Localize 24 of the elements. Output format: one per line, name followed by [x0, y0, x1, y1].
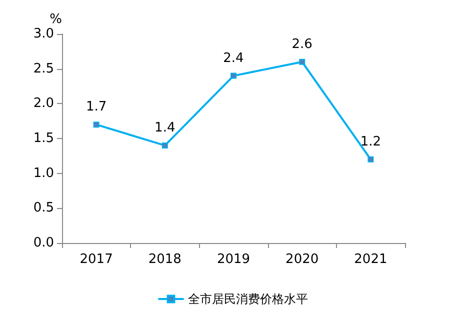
- y-tick-label: 0.5: [33, 200, 54, 216]
- x-tick-label: 2019: [216, 252, 250, 267]
- y-tick-label: 2.0: [33, 96, 54, 112]
- x-tick-label: 2018: [148, 252, 182, 267]
- y-axis-title: %: [50, 12, 62, 27]
- y-tick-label: 2.5: [33, 61, 54, 76]
- x-tick-label: 2020: [286, 252, 319, 267]
- data-label: 2.6: [292, 36, 312, 52]
- x-tick-label: 2021: [354, 252, 388, 267]
- y-tick-label: 3.0: [33, 26, 54, 42]
- point: [162, 142, 168, 148]
- y-tick-label: 1.0: [33, 166, 54, 181]
- y-tick-label: 1.5: [33, 131, 54, 146]
- data-label: 1.7: [86, 100, 107, 115]
- data-label: 1.4: [154, 120, 176, 136]
- y-tick-label: 0.0: [33, 236, 54, 250]
- point: [368, 156, 374, 162]
- point: [230, 72, 236, 79]
- legend-label: 全市居民消费价格水平: [188, 292, 308, 306]
- point: [93, 122, 100, 128]
- data-label: 1.2: [360, 134, 382, 150]
- x-tick-label: 2017: [80, 252, 113, 267]
- point: [299, 58, 306, 65]
- data-label: 2.4: [223, 50, 244, 66]
